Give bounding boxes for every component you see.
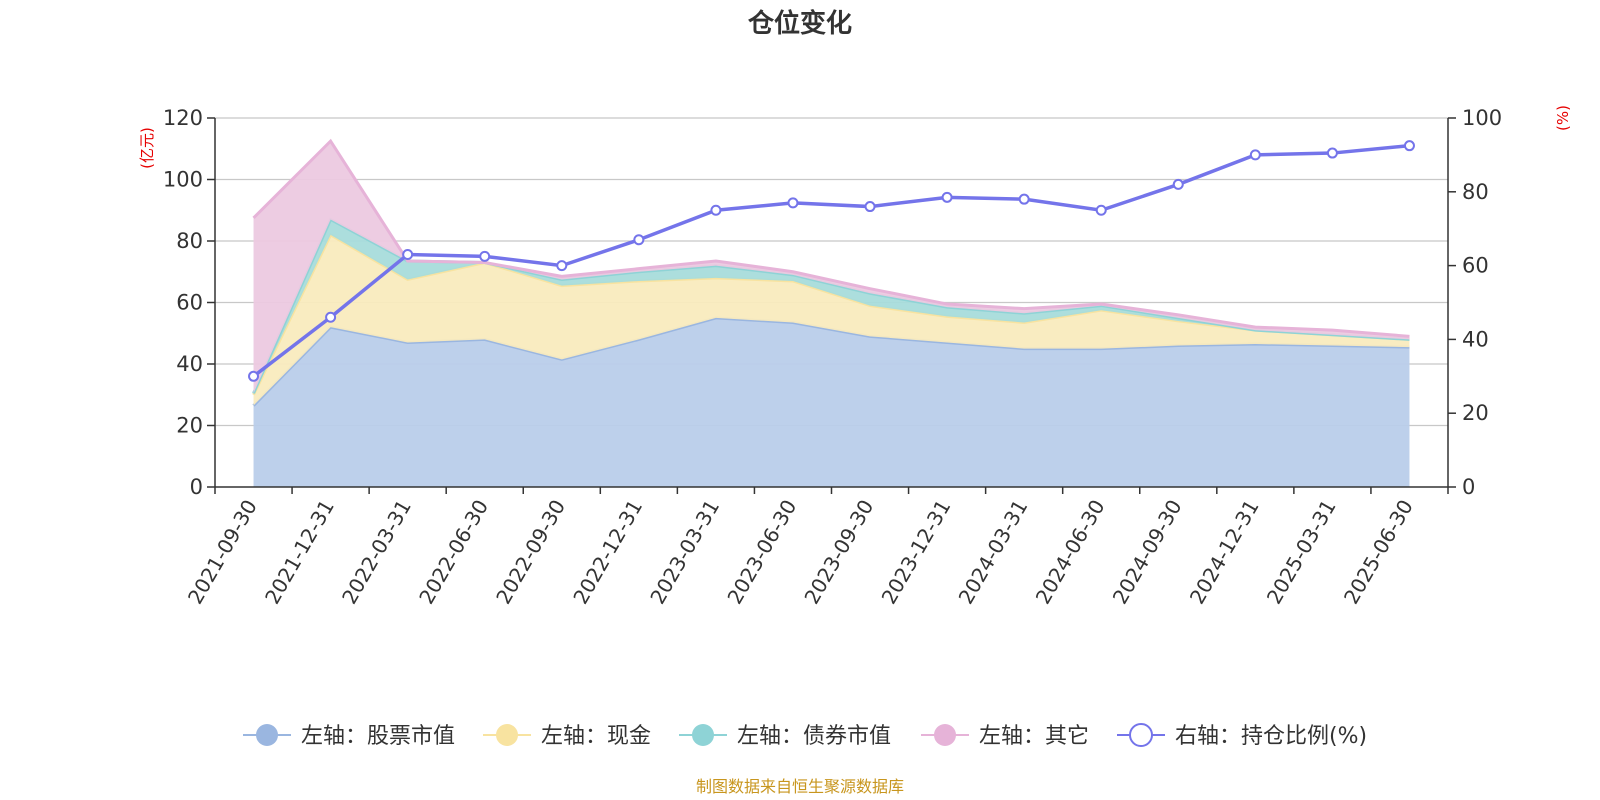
series-4-edge [252, 138, 1410, 338]
ratio-point [1403, 140, 1415, 152]
right-axis-tick-label: 0 [1462, 475, 1475, 499]
legend-item-5: 右轴：持仓比例(%) [1117, 723, 1367, 749]
right-axis-tick-label: 80 [1462, 180, 1489, 204]
x-axis-tick-label: 2023-06-30 [722, 496, 801, 609]
legend-swatch-marker [1129, 723, 1153, 747]
x-axis-tick-label: 2022-09-30 [491, 496, 570, 609]
legend-item-3: 左轴：债券市值 [679, 724, 891, 749]
legend-swatch-marker [496, 724, 518, 746]
x-axis-tick-label: 2022-06-30 [414, 496, 493, 609]
ratio-point [556, 260, 568, 272]
left-axis-unit: (亿元) [138, 127, 156, 169]
ratio-point [1249, 149, 1261, 161]
x-axis-tick-label: 2022-03-31 [337, 496, 416, 609]
left-axis-tick-label: 0 [190, 475, 203, 499]
x-axis-tick-label: 2023-03-31 [645, 496, 724, 609]
x-axis-tick-label: 2024-12-31 [1185, 496, 1264, 609]
x-axis-tick-label: 2021-09-30 [183, 496, 262, 609]
x-axis-tick-label: 2024-09-30 [1108, 496, 1187, 609]
x-axis-tick-label: 2023-09-30 [799, 496, 878, 609]
ratio-line-path [252, 143, 1410, 378]
legend-swatch-marker [934, 724, 956, 746]
legend-swatch-marker [692, 724, 714, 746]
source-note: 制图数据来自恒生聚源数据库 [696, 777, 904, 796]
legend-label: 左轴：现金 [541, 724, 651, 749]
left-axis-tick-label: 20 [176, 414, 203, 438]
x-axis-tick-label: 2025-03-31 [1262, 496, 1341, 609]
right-axis-unit: (%) [1554, 105, 1572, 131]
series-2-area [253, 234, 1410, 406]
ratio-point [633, 234, 645, 246]
x-axis-tick-label: 2021-12-31 [260, 496, 339, 609]
legend-label: 左轴：其它 [979, 724, 1089, 749]
x-axis-tick-label: 2025-06-30 [1339, 496, 1418, 609]
series-1-area [253, 317, 1410, 487]
right-axis-tick-label: 20 [1462, 401, 1489, 425]
right-axis-tick-label: 100 [1462, 106, 1502, 130]
ratio-point [248, 370, 260, 382]
legend-item-2: 左轴：现金 [483, 724, 651, 749]
legend-swatch-marker [256, 724, 278, 746]
ratio-point [787, 197, 799, 209]
stacked-areas [252, 138, 1410, 487]
ratio-point [402, 249, 414, 261]
legend-label: 左轴：债券市值 [737, 724, 891, 749]
left-axis-tick-label: 100 [163, 168, 203, 192]
x-axis-tick-label: 2024-03-31 [954, 496, 1033, 609]
legend-label: 左轴：股票市值 [301, 724, 455, 749]
ratio-point [1326, 147, 1338, 159]
ratio-line [248, 140, 1415, 382]
legend: 左轴：股票市值 左轴：现金 左轴：债券市值 左轴：其它 右轴：持仓比例(%) [243, 723, 1367, 749]
ratio-point [941, 191, 953, 203]
x-axis-tick-label: 2022-12-31 [568, 496, 647, 609]
ratio-point [864, 201, 876, 213]
chart-title: 仓位变化 [747, 8, 852, 39]
right-axis-tick-label: 60 [1462, 254, 1489, 278]
legend-item-1: 左轴：股票市值 [243, 724, 455, 749]
x-axis-tick-label: 2023-12-31 [877, 496, 956, 609]
ratio-point [325, 311, 337, 323]
left-axis-tick-label: 60 [176, 291, 203, 315]
left-axis-tick-label: 120 [163, 106, 203, 130]
legend-label: 右轴：持仓比例(%) [1175, 724, 1367, 749]
ratio-point [1018, 193, 1030, 205]
right-axis-tick-label: 40 [1462, 327, 1489, 351]
left-axis-tick-label: 40 [176, 352, 203, 376]
ratio-point [1095, 204, 1107, 216]
ratio-point [1172, 178, 1184, 190]
ratio-point [479, 250, 491, 262]
left-axis-tick-label: 80 [176, 229, 203, 253]
legend-item-4: 左轴：其它 [921, 724, 1089, 749]
ratio-point [710, 204, 722, 216]
x-axis-tick-label: 2024-06-30 [1031, 496, 1110, 609]
